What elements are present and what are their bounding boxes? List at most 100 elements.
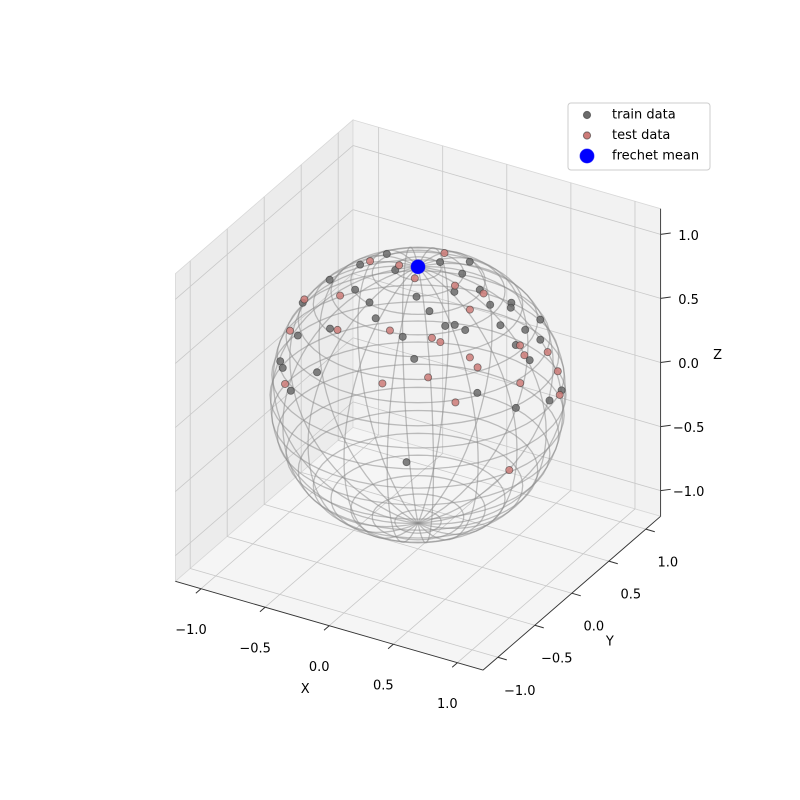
axis-line: [482, 515, 661, 671]
legend-marker: [579, 148, 595, 164]
data-point: [496, 321, 505, 330]
grid-line: [352, 401, 661, 492]
grid-line: [352, 273, 661, 363]
data-point: [378, 379, 387, 388]
data-point: [473, 388, 482, 397]
tick-label: −0.5: [239, 642, 271, 657]
legend-label: train data: [612, 108, 676, 123]
data-point: [479, 289, 488, 298]
data-point: [436, 338, 445, 347]
data-point: [458, 269, 467, 278]
data-point: [543, 348, 552, 357]
legend-label: frechet mean: [612, 149, 699, 164]
data-point: [293, 331, 302, 340]
data-point: [450, 320, 459, 329]
data-point: [356, 260, 365, 269]
data-point: [278, 363, 287, 372]
grid-line: [352, 145, 661, 235]
data-point: [486, 300, 495, 309]
parallel: [271, 301, 565, 449]
tick-label: 1.0: [657, 556, 678, 571]
legend: train data test data frechet mean: [567, 102, 711, 171]
data-point: [371, 314, 380, 323]
tick-label: 0.5: [620, 588, 641, 603]
tick-label: −0.5: [673, 421, 705, 436]
tick-label: 1.0: [678, 229, 699, 244]
data-point: [465, 353, 474, 362]
data-point: [511, 403, 520, 412]
tick-label: −0.5: [541, 652, 573, 667]
grid-line: [227, 536, 535, 626]
legend-label: test data: [612, 128, 670, 143]
data-point: [473, 363, 482, 372]
tick-label: 0.0: [583, 620, 604, 635]
data-point: [333, 325, 342, 334]
data-point: [326, 324, 335, 333]
data-point: [506, 303, 515, 312]
parallel: [394, 509, 442, 534]
data-point: [424, 373, 433, 382]
tick-label: −1.0: [673, 485, 705, 500]
tick-label: 0.5: [373, 679, 394, 694]
data-point: [520, 351, 529, 360]
data-point: [325, 275, 334, 284]
data-point: [281, 379, 290, 388]
sphere-wireframe: [269, 246, 567, 544]
grid-line: [338, 439, 646, 530]
grid-line: [264, 504, 572, 594]
data-point: [515, 341, 524, 350]
data-point: [300, 295, 309, 304]
data-point: [545, 396, 554, 405]
data-point: [398, 332, 407, 341]
grid-line: [175, 401, 354, 556]
data-point: [521, 325, 530, 334]
tick-mark: [387, 643, 394, 650]
data-point: [451, 398, 460, 407]
data-point: [412, 292, 421, 301]
tick-mark: [571, 592, 581, 597]
tick-mark: [497, 656, 507, 661]
tick-mark: [195, 588, 202, 594]
tick-mark: [534, 624, 544, 629]
axis-line: [175, 580, 484, 671]
data-point: [536, 335, 545, 344]
grid-line: [175, 209, 354, 364]
tick-label: 1.0: [437, 697, 458, 712]
data-point: [450, 281, 459, 290]
grid-line: [352, 209, 661, 299]
parallel: [371, 493, 465, 541]
grid-line: [175, 273, 354, 428]
tick-mark: [259, 606, 266, 613]
data-point: [402, 458, 411, 467]
data-point: [465, 257, 474, 266]
tick-label: 0.5: [678, 293, 699, 308]
data-point: [461, 326, 470, 335]
tick-mark: [323, 625, 330, 631]
tick-label: −1.0: [504, 684, 536, 699]
data-point: [410, 259, 426, 275]
parallel: [330, 247, 506, 336]
data-point: [286, 386, 295, 395]
legend-box: [567, 102, 711, 171]
data-point: [395, 261, 404, 270]
tick-mark: [451, 662, 458, 668]
legend-marker: [582, 110, 592, 120]
grid-line: [175, 337, 354, 492]
tick-mark: [660, 360, 671, 363]
tick-label: 0.0: [309, 660, 330, 675]
parallel: [271, 341, 565, 489]
axis-label: X: [301, 682, 310, 697]
data-point: [336, 291, 345, 300]
data-point: [555, 390, 564, 399]
data-point: [465, 305, 474, 314]
parallel: [312, 432, 524, 539]
data-point: [276, 357, 285, 366]
data-point: [382, 249, 391, 258]
data-point: [313, 368, 322, 377]
data-point: [440, 249, 449, 258]
grid-line: [190, 568, 498, 658]
data-point: [366, 257, 375, 266]
tick-mark: [660, 232, 671, 235]
grid-line: [175, 145, 354, 300]
